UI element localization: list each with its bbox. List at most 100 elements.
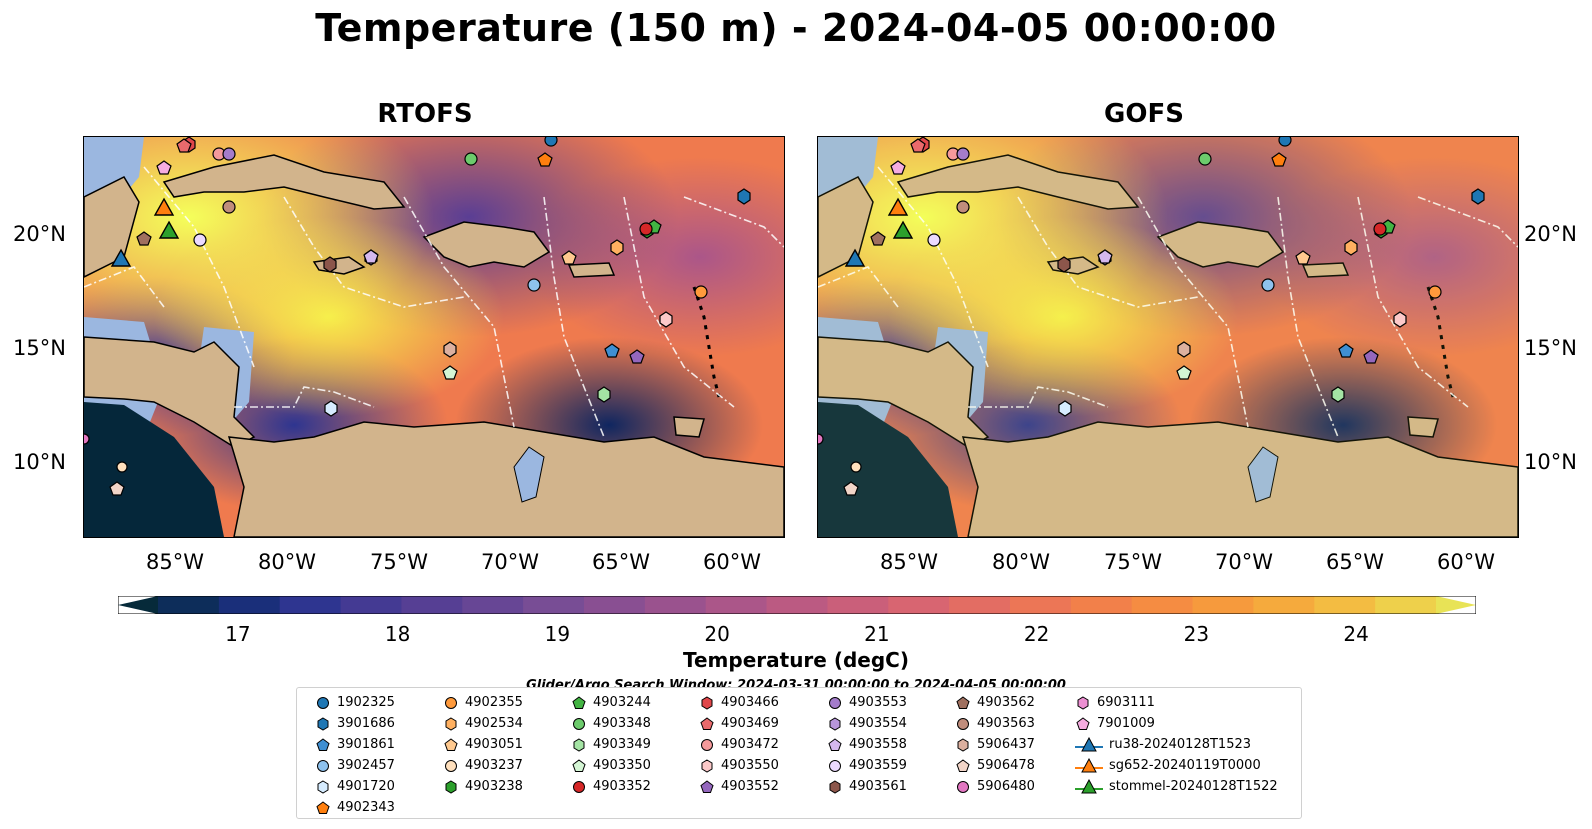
lon-tick-65-left: 65°W (592, 550, 650, 574)
legend-hexagon-marker-icon (1077, 695, 1089, 710)
lon-tick-65-right: 65°W (1326, 550, 1384, 574)
legend-pentagon-marker-icon (700, 716, 714, 730)
colorbar-segment (888, 596, 950, 614)
lon-tick-60-right: 60°W (1437, 550, 1495, 574)
legend-item-label: 4903350 (593, 758, 651, 773)
colorbar-segment (644, 596, 707, 614)
legend-item: 4903352 (571, 776, 651, 797)
legend-item-label: 4903559 (849, 758, 907, 773)
lat-tick-20-right: 20°N (1524, 222, 1577, 246)
lon-tick-70-left: 70°W (481, 550, 539, 574)
legend-column: 1902325 3901686 3901861 3902457 4901720 49023… (315, 692, 395, 818)
colorbar-tick: 18 (384, 622, 411, 646)
legend-triangle-marker-icon (1075, 736, 1103, 751)
legend-pentagon-marker-icon (316, 800, 330, 814)
legend-item-label: 4903552 (721, 779, 779, 794)
legend-circle-marker-icon (445, 759, 457, 772)
colorbar-segment (218, 596, 281, 614)
legend-item: 4903237 (443, 755, 523, 776)
legend-circle-marker-icon (573, 717, 585, 730)
colorbar-segment (1010, 596, 1072, 614)
legend-item: 4902534 (443, 713, 523, 734)
legend-item-label: 4903550 (721, 758, 779, 773)
gofs-map[interactable] (817, 136, 1519, 538)
legend-item-label: 4903472 (721, 737, 779, 752)
colorbar-segment (401, 596, 463, 614)
legend-hexagon-marker-icon (957, 737, 969, 752)
legend-item: 4903558 (827, 734, 907, 755)
legend-item-label: 7901009 (1097, 716, 1155, 731)
colorbar-extend-low (118, 596, 158, 614)
legend-item: 5906478 (955, 755, 1035, 776)
legend-circle-marker-icon (829, 696, 841, 709)
legend-hexagon-marker-icon (573, 737, 585, 752)
legend-item-label: 3902457 (337, 758, 395, 773)
colorbar-tick: 21 (864, 622, 890, 646)
legend-item: 4903562 (955, 692, 1035, 713)
colorbar-tick: 19 (544, 622, 571, 646)
legend-item-label: 4902534 (465, 716, 523, 731)
legend-circle-marker-icon (317, 696, 329, 709)
legend-item: 4902355 (443, 692, 523, 713)
legend-item-label: 5906437 (977, 737, 1035, 752)
lat-tick-15-left: 15°N (13, 336, 66, 360)
legend-column: 4902355 4902534 4903051 4903237 4903238 (443, 692, 523, 797)
colorbar-tick: 17 (225, 622, 251, 646)
legend-item-label: sg652-20240119T0000 (1109, 758, 1261, 773)
rtofs-map[interactable] (83, 136, 785, 538)
lon-tick-85-right: 85°W (880, 550, 938, 574)
legend-triangle-marker-icon (1075, 757, 1103, 772)
colorbar-segment (584, 596, 646, 614)
legend-item-label: 4903469 (721, 716, 779, 731)
legend-item-label: 4903554 (849, 716, 907, 731)
colorbar-segment (279, 596, 342, 614)
legend-item: 4903466 (699, 692, 779, 713)
colorbar-tick: 24 (1343, 622, 1369, 646)
gofs-map-title: GOFS (1104, 99, 1184, 129)
lat-tick-10-left: 10°N (13, 450, 66, 474)
colorbar-segment (766, 596, 828, 614)
legend-item-label: 4903051 (465, 737, 523, 752)
legend-item-label: ru38-20240128T1523 (1109, 737, 1252, 752)
legend-item: 4903244 (571, 692, 651, 713)
legend-column: 4903244 4903348 4903349 4903350 4903352 (571, 692, 651, 797)
legend-column: 4903553 4903554 4903558 4903559 4903561 (827, 692, 907, 797)
colorbar-segment (1070, 596, 1133, 614)
figure-title: Temperature (150 m) - 2024-04-05 00:00:0… (315, 6, 1277, 50)
colorbar-segment (1192, 596, 1254, 614)
legend-item: 3901861 (315, 734, 395, 755)
colorbar-segment (1131, 596, 1194, 614)
legend-circle-marker-icon (957, 717, 969, 730)
legend-item-label: 4902343 (337, 800, 395, 815)
legend-item: 4903349 (571, 734, 651, 755)
legend-item: ru38-20240128T1523 (1075, 734, 1278, 755)
legend-item: 4903472 (699, 734, 779, 755)
legend-item-label: 4903558 (849, 737, 907, 752)
legend-item-label: 5906480 (977, 779, 1035, 794)
legend-pentagon-marker-icon (444, 737, 458, 751)
legend-pentagon-marker-icon (572, 758, 586, 772)
legend-item: 4903563 (955, 713, 1035, 734)
legend-item: 4903348 (571, 713, 651, 734)
legend-pentagon-marker-icon (572, 695, 586, 709)
legend-item-label: 4903237 (465, 758, 523, 773)
legend-item-label: 5906478 (977, 758, 1035, 773)
colorbar (118, 596, 1476, 614)
legend-pentagon-marker-icon (828, 737, 842, 751)
lat-tick-20-left: 20°N (13, 222, 66, 246)
colorbar-tick: 23 (1183, 622, 1210, 646)
colorbar-segment (340, 596, 402, 614)
legend-pentagon-marker-icon (956, 758, 970, 772)
lon-tick-70-right: 70°W (1215, 550, 1273, 574)
legend-item-label: 4902355 (465, 695, 523, 710)
colorbar-segment (462, 596, 524, 614)
legend-item: 7901009 (1075, 713, 1278, 734)
legend-item: 5906480 (955, 776, 1035, 797)
legend-item: 6903111 (1075, 692, 1278, 713)
legend-item: 4903559 (827, 755, 907, 776)
legend-item-label: 4903244 (593, 695, 651, 710)
lon-tick-60-left: 60°W (703, 550, 761, 574)
legend-column: 4903466 4903469 4903472 4903550 4903552 (699, 692, 779, 797)
colorbar-tick: 20 (704, 622, 730, 646)
legend-circle-marker-icon (829, 759, 841, 772)
